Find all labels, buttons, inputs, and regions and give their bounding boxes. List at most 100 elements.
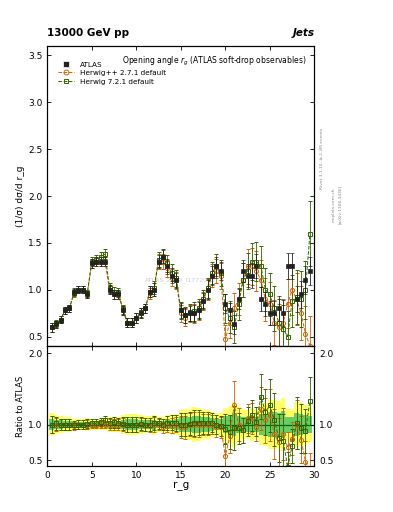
Bar: [152, 415, 156, 435]
Bar: [90, 422, 94, 428]
Bar: [228, 415, 232, 434]
Bar: [192, 416, 196, 433]
Bar: [161, 417, 165, 432]
Bar: [178, 410, 183, 439]
Bar: [121, 415, 125, 434]
Bar: [138, 415, 143, 434]
Bar: [250, 416, 254, 433]
Bar: [147, 420, 152, 429]
Bar: [94, 422, 98, 427]
Bar: [196, 416, 201, 433]
Bar: [174, 414, 178, 435]
Bar: [67, 417, 72, 432]
Bar: [196, 408, 201, 441]
Bar: [245, 410, 250, 439]
Bar: [134, 414, 138, 435]
Bar: [112, 421, 116, 428]
Bar: [205, 417, 210, 432]
Bar: [205, 410, 210, 439]
Bar: [183, 417, 187, 432]
Y-axis label: Ratio to ATLAS: Ratio to ATLAS: [16, 375, 25, 437]
Bar: [223, 408, 228, 441]
Bar: [156, 417, 161, 432]
Bar: [152, 419, 156, 430]
Text: [arXiv:1306.3436]: [arXiv:1306.3436]: [338, 185, 342, 224]
Bar: [259, 404, 263, 445]
Bar: [241, 417, 245, 432]
Bar: [294, 413, 299, 436]
Bar: [299, 414, 303, 435]
Bar: [219, 418, 223, 431]
Bar: [241, 410, 245, 439]
Bar: [90, 419, 94, 430]
Bar: [214, 419, 219, 430]
Text: mcplots.cern.ch: mcplots.cern.ch: [332, 187, 336, 222]
Bar: [228, 406, 232, 443]
Bar: [81, 419, 85, 430]
Bar: [125, 419, 130, 430]
Text: Opening angle $r_g$ (ATLAS soft-drop observables): Opening angle $r_g$ (ATLAS soft-drop obs…: [122, 55, 306, 68]
Bar: [277, 413, 281, 436]
Bar: [76, 419, 81, 430]
Bar: [63, 417, 67, 432]
Bar: [201, 410, 205, 439]
Bar: [187, 417, 192, 432]
Bar: [192, 408, 196, 442]
Bar: [54, 415, 58, 434]
Bar: [272, 400, 277, 449]
Text: 13000 GeV pp: 13000 GeV pp: [47, 28, 129, 38]
Bar: [94, 419, 98, 430]
Bar: [76, 422, 81, 428]
Bar: [254, 410, 259, 439]
Bar: [98, 419, 103, 430]
Bar: [308, 416, 312, 434]
Bar: [187, 409, 192, 440]
Bar: [245, 417, 250, 432]
Bar: [58, 416, 63, 433]
Bar: [107, 421, 112, 428]
Bar: [263, 414, 268, 435]
Bar: [178, 417, 183, 432]
Bar: [161, 421, 165, 428]
Bar: [63, 421, 67, 428]
Bar: [277, 401, 281, 447]
Text: Jets: Jets: [292, 28, 314, 38]
Bar: [143, 420, 147, 429]
Bar: [303, 405, 308, 444]
Bar: [268, 400, 272, 449]
Bar: [72, 421, 76, 428]
Bar: [232, 413, 237, 436]
Bar: [210, 418, 214, 431]
Bar: [165, 420, 170, 429]
Bar: [174, 419, 178, 430]
Bar: [237, 407, 241, 442]
Bar: [303, 415, 308, 434]
Bar: [103, 419, 107, 430]
Bar: [299, 403, 303, 445]
Bar: [58, 420, 63, 429]
Bar: [281, 411, 285, 438]
Bar: [214, 413, 219, 436]
Bar: [54, 420, 58, 429]
Bar: [98, 422, 103, 427]
Bar: [285, 416, 290, 433]
Bar: [116, 421, 121, 428]
Bar: [259, 414, 263, 435]
Bar: [210, 412, 214, 437]
Legend: ATLAS, Herwig++ 2.7.1 default, Herwig 7.2.1 default: ATLAS, Herwig++ 2.7.1 default, Herwig 7.…: [56, 59, 168, 87]
Bar: [107, 417, 112, 432]
Bar: [134, 419, 138, 430]
Bar: [170, 419, 174, 430]
Bar: [294, 402, 299, 447]
Text: ATLAS_2019_I1772062: ATLAS_2019_I1772062: [145, 277, 216, 283]
Bar: [281, 398, 285, 451]
Bar: [81, 422, 85, 428]
Bar: [121, 420, 125, 429]
Bar: [290, 416, 294, 433]
Bar: [183, 409, 187, 440]
Bar: [130, 419, 134, 430]
Bar: [263, 402, 268, 446]
Bar: [67, 421, 72, 428]
Bar: [223, 416, 228, 433]
Bar: [219, 413, 223, 436]
